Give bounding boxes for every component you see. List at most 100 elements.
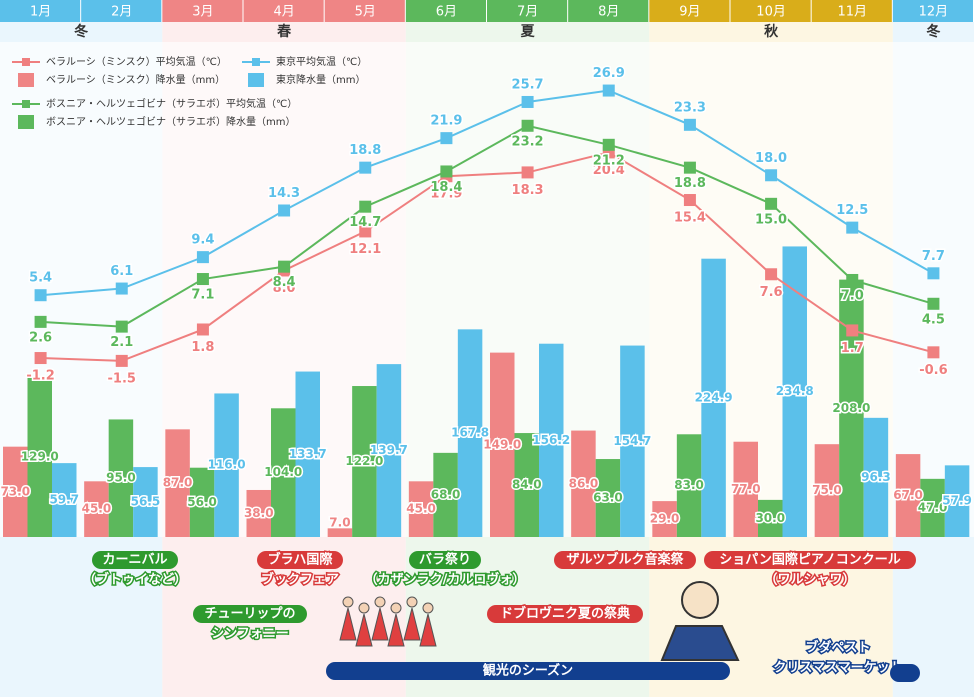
line-value-label: 2.1 — [110, 335, 133, 350]
precip-bar — [27, 377, 52, 537]
temperature-marker — [440, 132, 453, 145]
legend-swatch — [18, 115, 34, 129]
line-value-label: 20.4 — [593, 163, 625, 178]
month-label: 5月 — [355, 5, 376, 20]
bar-value-label: 234.8 — [776, 384, 814, 398]
legend-label: 東京平均気温（℃） — [276, 55, 367, 68]
temperature-marker — [927, 267, 940, 280]
temperature-marker — [602, 84, 615, 97]
bar-value-label: 75.0 — [812, 483, 842, 497]
temperature-marker — [34, 315, 47, 328]
bar-value-label: 63.0 — [593, 491, 623, 505]
temperature-line — [40, 151, 934, 362]
precip-bar — [189, 467, 215, 537]
annotation-text: クリスマスマーケット — [773, 661, 902, 676]
month-label: 1月 — [30, 5, 51, 20]
month-header — [730, 0, 811, 22]
line-value-label: 7.0 — [841, 288, 864, 303]
bar-value-label: 45.0 — [82, 502, 112, 516]
legend-swatch — [248, 73, 264, 87]
month-label: 8月 — [598, 5, 619, 20]
annotation-text: 観光のシーズン — [482, 663, 573, 679]
precip-bar — [3, 446, 28, 537]
precip-bar — [676, 434, 702, 537]
month-label: 4月 — [273, 5, 294, 20]
line-value-label: 9.4 — [191, 233, 214, 248]
precip-bar — [376, 364, 402, 537]
precip-bar — [701, 258, 726, 537]
temperature-marker — [602, 138, 615, 151]
month-header — [892, 0, 973, 22]
month-header — [162, 0, 243, 22]
line-value-label: 14.3 — [268, 186, 300, 201]
temperature-marker — [196, 251, 209, 264]
temperature-line — [40, 124, 934, 328]
precip-bar — [652, 501, 677, 537]
legend-marker — [22, 100, 30, 108]
month-label: 6月 — [436, 5, 457, 20]
annotation-text: ショパン国際ピアノコンクール — [719, 552, 900, 568]
temperature-marker — [34, 352, 47, 365]
temperature-marker — [115, 354, 128, 367]
month-header — [811, 0, 892, 22]
precip-bar — [271, 408, 296, 537]
precip-bar — [84, 481, 109, 537]
annotation-text: （ワルシャワ） — [764, 572, 855, 588]
bar-value-label: 7.0 — [329, 516, 350, 530]
temperature-marker — [440, 165, 453, 178]
temperature-marker — [927, 297, 940, 310]
line-value-label: 12.5 — [836, 203, 868, 218]
precip-bar — [133, 467, 158, 537]
month-header — [405, 0, 486, 22]
season-label: 冬 — [74, 23, 88, 40]
annotation-pill — [257, 551, 343, 569]
annotation-text: ドブロヴニク夏の祭典 — [500, 606, 630, 622]
bar-value-label: 224.9 — [695, 390, 733, 404]
temperature-marker — [846, 221, 859, 234]
legend-label: ボスニア・ヘルツェゴビナ（サラエボ）降水量（mm） — [46, 115, 295, 128]
precip-bar — [920, 478, 945, 537]
line-value-label: 18.8 — [674, 176, 706, 191]
portrait-head — [681, 581, 719, 619]
dancer-body — [355, 613, 373, 647]
temperature-marker — [683, 118, 696, 131]
annotation-text: ザルツブルク音楽祭 — [566, 552, 684, 568]
precip-bar — [595, 459, 621, 537]
dancer-head — [342, 596, 354, 608]
bar-value-label: 104.0 — [264, 465, 302, 479]
temperature-marker — [359, 225, 372, 238]
line-value-label: 23.2 — [512, 134, 544, 149]
annotation-text: バラ祭り — [419, 552, 471, 568]
bar-value-label: 87.0 — [163, 476, 193, 490]
line-value-label: 23.3 — [674, 100, 706, 115]
temperature-marker — [683, 161, 696, 174]
precip-bar — [246, 489, 271, 537]
precip-bar — [433, 452, 458, 537]
line-value-label: 8.0 — [273, 281, 296, 296]
temperature-marker — [359, 161, 372, 174]
bar-value-label: 95.0 — [106, 471, 136, 485]
dancer-head — [406, 596, 418, 608]
annotation-text: チューリップの — [204, 607, 295, 622]
annotation-pill — [92, 551, 178, 569]
month-header — [487, 0, 568, 22]
portrait-body — [660, 625, 740, 661]
bar-value-label: 154.7 — [613, 434, 651, 448]
temperature-marker — [846, 273, 859, 286]
bar-value-label: 149.0 — [483, 437, 521, 451]
dancer-body — [387, 613, 405, 647]
precip-bar — [620, 345, 645, 537]
bar-value-label: 38.0 — [244, 506, 274, 520]
annotation-pill — [704, 551, 916, 569]
temperature-marker — [278, 204, 291, 217]
line-value-label: 26.9 — [593, 66, 625, 81]
line-value-label: 17.9 — [430, 187, 462, 202]
temperature-marker — [34, 289, 47, 302]
temperature-marker — [765, 169, 778, 182]
annotation-text: ブダペスト — [805, 640, 870, 656]
season-label: 冬 — [926, 23, 940, 40]
legend-label: 東京降水量（mm） — [276, 73, 365, 86]
bar-value-label: 57.9 — [942, 494, 972, 508]
